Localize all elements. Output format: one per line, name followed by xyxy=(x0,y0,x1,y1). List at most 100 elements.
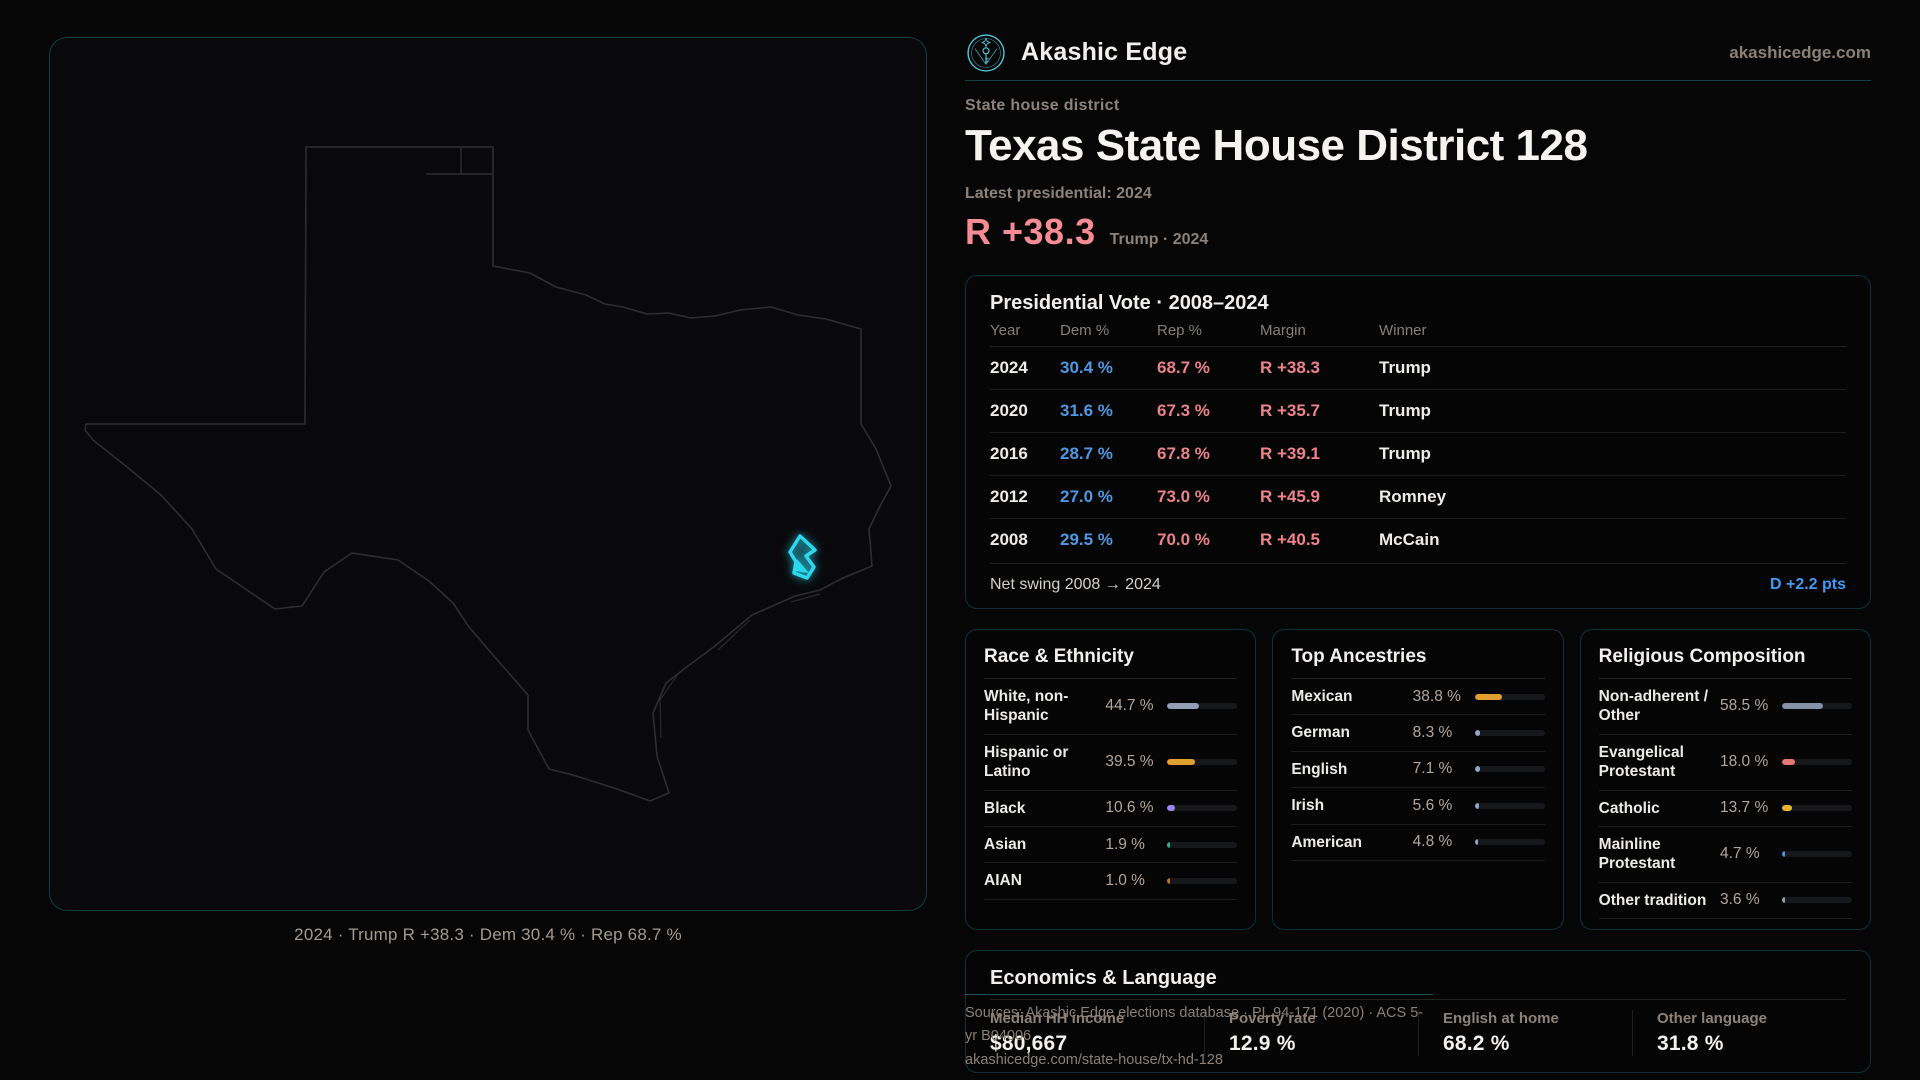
demographics-grid: Race & Ethnicity White, non-Hispanic 44.7 … xyxy=(965,629,1871,930)
economics-card-title: Economics & Language xyxy=(990,967,1217,989)
column-header: Winner xyxy=(1379,316,1846,347)
stat-block: Poverty rate 12.9 % xyxy=(1204,1010,1418,1056)
margin-cell: R +45.9 xyxy=(1260,475,1379,519)
bar-track xyxy=(1474,802,1545,809)
bar-fill xyxy=(1782,851,1786,858)
district-highlight-shape xyxy=(788,534,817,580)
brand-domain: akashicedge.com xyxy=(1729,42,1871,62)
rep-cell: 67.8 % xyxy=(1157,432,1260,476)
bar-fill xyxy=(1474,730,1481,737)
net-swing-row: Net swing 2008 → 2024 D +2.2 pts xyxy=(990,563,1846,594)
bar-fill xyxy=(1474,766,1480,773)
demographic-row: Evangelical Protestant 18.0 % xyxy=(1598,735,1852,791)
table-row: 2020 31.6 % 67.3 % R +35.7 Trump xyxy=(990,389,1846,433)
demographic-card-title: Race & Ethnicity xyxy=(984,646,1134,667)
demographic-label: Asian xyxy=(984,835,1027,853)
demographic-row: Black 10.6 % xyxy=(984,791,1238,827)
column-header: Rep % xyxy=(1157,316,1260,347)
table-row: 2024 30.4 % 68.7 % R +38.3 Trump xyxy=(990,346,1846,390)
column-header: Year xyxy=(990,316,1060,347)
demographic-label: Catholic xyxy=(1598,799,1660,817)
demographic-label: Evangelical Protestant xyxy=(1598,743,1684,781)
year-cell: 2020 xyxy=(990,389,1060,433)
demographic-row: Asian 1.9 % xyxy=(984,827,1238,864)
demographic-label: Non-adherent / Other xyxy=(1598,688,1709,725)
demographic-value: 10.6 % xyxy=(1105,799,1154,817)
map-coast-lines xyxy=(659,593,821,739)
presidential-table: Year Dem % Rep % Margin Winner 2024 30.4 % 68.… xyxy=(990,316,1846,561)
stat-value: 68.2 % xyxy=(1443,1032,1510,1055)
kicker: State house district xyxy=(965,97,1120,114)
demographic-row: White, non-Hispanic 44.7 % xyxy=(984,679,1238,735)
texas-outline xyxy=(84,146,892,802)
bar-fill xyxy=(1167,805,1175,812)
divider xyxy=(1598,678,1852,679)
demographic-row: American 4.8 % xyxy=(1291,825,1545,861)
bar-track xyxy=(1167,841,1238,848)
presidential-vote-card: Presidential Vote · 2008–2024 Year Dem % R… xyxy=(965,275,1871,609)
demographic-label: White, non-Hispanic xyxy=(984,688,1069,725)
dem-cell: 31.6 % xyxy=(1060,389,1157,433)
bar-track xyxy=(1782,703,1852,710)
brand-name: Akashic Edge xyxy=(1021,38,1188,66)
demographic-label: Mainline Protestant xyxy=(1598,835,1676,873)
bar-fill xyxy=(1167,759,1195,766)
winner-cell: Romney xyxy=(1379,475,1846,519)
margin-cell: R +35.7 xyxy=(1260,389,1379,433)
table-row: 2016 28.7 % 67.8 % R +39.1 Trump xyxy=(990,432,1846,476)
demographic-card: Top Ancestries Mexican 38.8 % German 8.3 % En… xyxy=(1272,629,1564,930)
stat-block: Other language 31.8 % xyxy=(1632,1010,1846,1056)
year-cell: 2016 xyxy=(990,432,1060,476)
bar-track xyxy=(1474,730,1545,737)
bar-fill xyxy=(1167,877,1171,884)
stat-value: 31.8 % xyxy=(1657,1032,1724,1055)
header: Akashic Edge akashicedge.com xyxy=(965,33,1871,81)
demographic-row: German 8.3 % xyxy=(1291,715,1545,752)
stat-label: Poverty rate xyxy=(1229,1010,1316,1027)
demographic-card: Race & Ethnicity White, non-Hispanic 44.7 … xyxy=(965,629,1257,930)
bar-track xyxy=(1167,759,1238,766)
rep-cell: 70.0 % xyxy=(1157,530,1210,549)
map-caption: 2024 · Trump R +38.3 · Dem 30.4 % · Rep … xyxy=(294,925,682,944)
bar-fill xyxy=(1167,703,1199,710)
detail-column: Akashic Edge akashicedge.com State house… xyxy=(965,33,1871,1073)
stat-label: English at home xyxy=(1443,1010,1559,1027)
bar-track xyxy=(1782,805,1852,812)
bar-track xyxy=(1782,897,1852,904)
demographic-row: AIAN 1.0 % xyxy=(984,863,1238,900)
winner-cell: Trump xyxy=(1379,346,1846,390)
demographic-row: Irish 5.6 % xyxy=(1291,788,1545,825)
district-map-panel xyxy=(49,37,927,911)
demographic-value: 39.5 % xyxy=(1105,753,1154,771)
bar-fill xyxy=(1782,703,1823,710)
net-swing-value: D +2.2 pts xyxy=(1769,576,1846,593)
texas-map xyxy=(84,146,892,802)
demographic-value: 3.6 % xyxy=(1720,891,1760,909)
bar-track xyxy=(1167,703,1238,710)
bar-fill xyxy=(1474,802,1479,809)
rep-cell: 67.3 % xyxy=(1157,389,1260,433)
bar-fill xyxy=(1167,841,1171,848)
page-title: Texas State House District 128 xyxy=(965,121,1588,170)
demographic-label: Hispanic or Latino xyxy=(984,743,1069,781)
headline-context: Trump · 2024 xyxy=(1109,231,1209,248)
economics-card: Economics & Language Median HH income $80… xyxy=(965,950,1871,1073)
winner-cell: McCain xyxy=(1379,530,1440,549)
bar-track xyxy=(1474,693,1545,700)
demographic-value: 7.1 % xyxy=(1412,760,1453,778)
demographic-row: Hispanic or Latino 39.5 % xyxy=(984,735,1238,791)
demographic-row: Other tradition 3.6 % xyxy=(1598,883,1852,919)
demographic-row: English 7.1 % xyxy=(1291,752,1545,789)
demographic-value: 8.3 % xyxy=(1412,724,1453,742)
margin-cell: R +40.5 xyxy=(1260,530,1321,549)
presidential-table-body: 2024 30.4 % 68.7 % R +38.3 Trump 2020 31.6 % 67… xyxy=(990,346,1846,562)
column-header: Margin xyxy=(1260,316,1379,347)
stat-value: $80,667 xyxy=(990,1032,1068,1055)
column-header: Dem % xyxy=(1060,316,1157,347)
divider xyxy=(984,678,1238,679)
demographic-value: 4.7 % xyxy=(1720,845,1760,863)
demographic-card-title: Top Ancestries xyxy=(1291,646,1427,667)
dem-cell: 28.7 % xyxy=(1060,432,1157,476)
stat-block: English at home 68.2 % xyxy=(1418,1010,1632,1056)
table-row: 2008 29.5 % 70.0 % R +40.5 McCain xyxy=(990,519,1846,562)
